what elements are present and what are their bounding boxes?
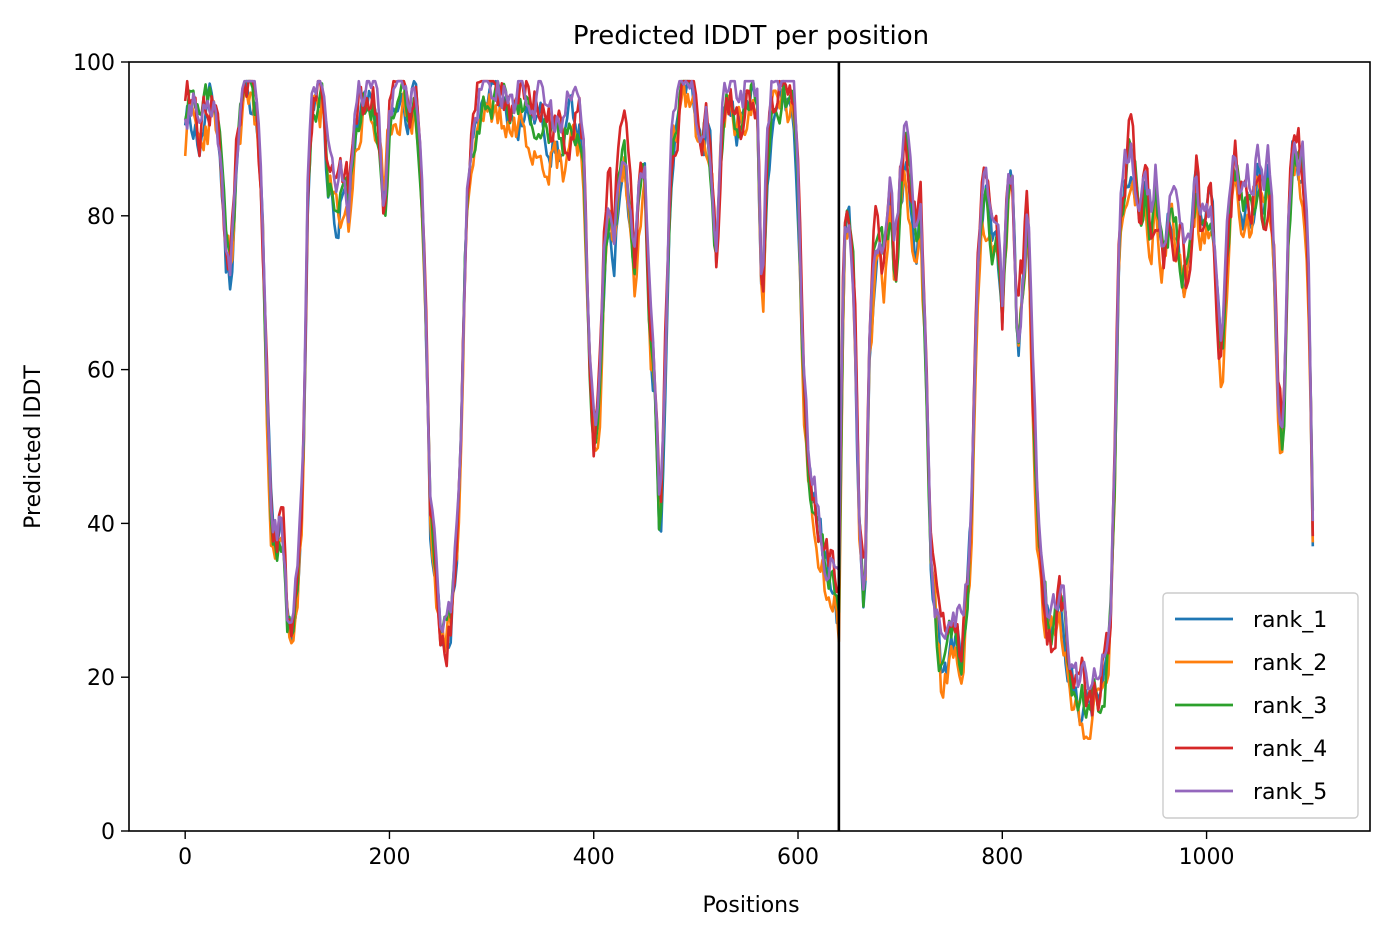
y-tick-label: 80 [87, 205, 115, 230]
y-axis-ticks: 0 20 40 60 80 100 [73, 51, 129, 845]
y-tick-label: 60 [87, 359, 115, 384]
legend-label-rank-1: rank_1 [1253, 608, 1327, 633]
x-tick-label: 0 [178, 845, 192, 870]
x-tick-label: 800 [981, 845, 1023, 870]
series-line-rank-4 [183, 79, 1315, 717]
x-axis-label: Positions [702, 893, 799, 918]
chart-title: Predicted lDDT per position [573, 21, 929, 51]
legend-label-rank-5: rank_5 [1253, 780, 1327, 805]
series-layer [183, 79, 1315, 741]
legend-label-rank-3: rank_3 [1253, 694, 1327, 719]
legend-label-rank-2: rank_2 [1253, 651, 1327, 676]
x-tick-label: 200 [368, 845, 410, 870]
x-axis-ticks: 0 200 400 600 800 1000 [178, 831, 1235, 870]
y-tick-label: 100 [73, 51, 115, 76]
y-axis-label: Predicted lDDT [21, 365, 46, 529]
legend-box [1162, 592, 1359, 819]
legend: rank_1 rank_2 rank_3 rank_4 rank_5 [1162, 592, 1359, 819]
legend-label-rank-4: rank_4 [1253, 737, 1327, 762]
x-tick-label: 1000 [1179, 845, 1235, 870]
x-tick-label: 600 [777, 845, 819, 870]
plot-frame [128, 61, 1371, 832]
y-tick-label: 0 [101, 820, 115, 845]
y-tick-label: 40 [87, 512, 115, 537]
x-tick-label: 400 [573, 845, 615, 870]
y-tick-label: 20 [87, 666, 115, 691]
series-line-rank-5 [183, 79, 1315, 691]
